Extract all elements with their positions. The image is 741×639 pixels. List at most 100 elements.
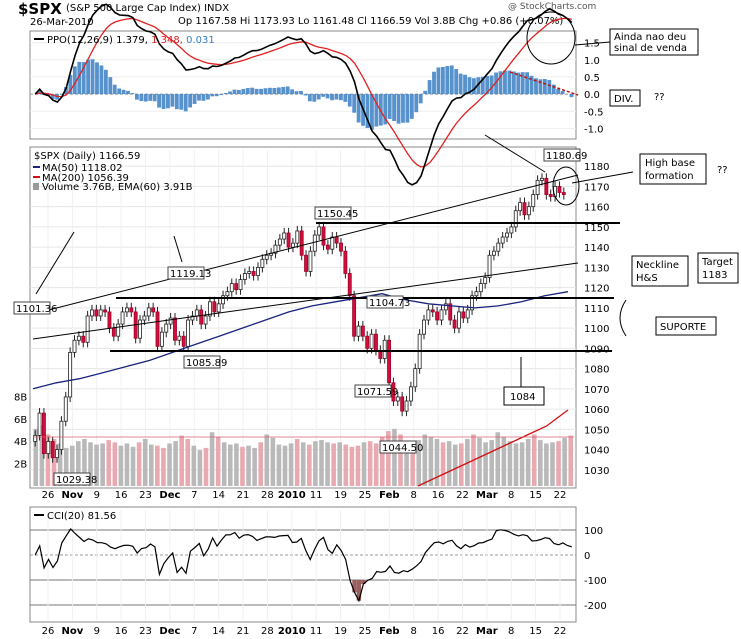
cci-tick-label: 0: [584, 551, 590, 562]
ppo-histogram-bar: [285, 86, 290, 95]
candle-body: [251, 271, 256, 276]
ppo-histogram-bar: [542, 79, 547, 95]
x-tick-label: 16: [115, 490, 128, 501]
candle-body: [295, 230, 300, 244]
price-tick-label: 1100: [584, 324, 609, 335]
x-tick-label: 25: [359, 490, 372, 501]
volume-bar: [538, 440, 543, 486]
candle-body: [138, 319, 142, 339]
ppo-histogram-bar: [299, 90, 303, 95]
ppo-histogram-bar: [547, 79, 552, 95]
candle-body: [242, 273, 247, 280]
volume-bar: [331, 443, 336, 486]
svg-text:PPO(12,26,9) 1.379, 1.348, 0.0: PPO(12,26,9) 1.379, 1.348, 0.031: [47, 35, 215, 46]
ppo-histogram-bar: [347, 94, 352, 107]
volume-bar: [282, 445, 288, 486]
note-neckline-1: Neckline: [636, 260, 679, 271]
volume-bar: [319, 440, 324, 486]
candle-body: [116, 323, 121, 337]
volume-tick-label: 2B: [14, 460, 27, 471]
ppo-histogram-bar: [387, 94, 392, 119]
ppo-histogram-bar: [81, 62, 86, 95]
ppo-histogram-bar: [134, 94, 139, 100]
x-tick-label: 11: [310, 626, 323, 637]
ppo-histogram-bar: [210, 94, 215, 97]
ppo-series: [34, 3, 574, 186]
ppo-histogram-bar: [37, 90, 42, 95]
ppo-histogram-bar: [449, 65, 454, 95]
candle-body: [37, 412, 42, 436]
ppo-histogram-bar: [485, 75, 490, 95]
candle-body: [382, 339, 387, 359]
ppo-histogram-bar: [241, 89, 246, 95]
ppo-histogram-bar: [418, 94, 423, 104]
ppo-histogram-bar: [250, 87, 255, 95]
label-1104: 1104.73: [369, 298, 410, 309]
candle-body: [212, 301, 217, 313]
hand-annotations: Ainda nao deu sinal de venda DIV. ?? Hig…: [503, 28, 739, 406]
candle-body: [125, 307, 129, 313]
volume-bar: [434, 438, 440, 486]
candle-body: [557, 186, 562, 193]
candle-body: [439, 309, 444, 321]
volume-bar: [185, 438, 191, 486]
ppo-histogram-bar: [560, 91, 565, 95]
candle-body: [308, 250, 313, 272]
x-tick-label: 15: [529, 490, 542, 501]
candle-body: [465, 309, 470, 319]
candle-body: [491, 250, 496, 256]
volume-bar: [69, 445, 75, 486]
volume-bar: [136, 442, 142, 486]
volume-bar: [142, 438, 148, 486]
label-1029: 1029.38: [56, 475, 97, 486]
ppo-histogram-bar: [170, 94, 175, 107]
ppo-histogram-bar: [427, 80, 432, 95]
candle-body: [111, 327, 116, 337]
ppo-histogram-bar: [401, 94, 405, 123]
candle-body: [478, 283, 483, 293]
volume-bar: [148, 444, 154, 486]
circle-high: [552, 166, 580, 206]
volume-bar: [416, 440, 422, 486]
price-tick-label: 1150: [584, 223, 609, 234]
x-tick-label: 23: [139, 626, 152, 637]
price-tick-label: 1180: [584, 162, 609, 173]
ppo-histogram-bar: [121, 89, 126, 95]
candle-body: [181, 335, 186, 347]
volume-bar: [428, 436, 434, 486]
quote-summary: Op 1167.58 Hi 1173.93 Lo 1161.48 Cl 1166…: [178, 16, 564, 27]
volume-bar: [446, 441, 452, 486]
ppo-histogram-bar: [463, 74, 467, 95]
candle-body: [151, 307, 156, 313]
candle-body: [41, 412, 46, 455]
chart-symbol: $SPX: [18, 0, 62, 18]
ma200-legend: MA(200) 1056.39: [42, 173, 129, 184]
candle-body: [208, 301, 212, 317]
volume-bar: [161, 447, 166, 486]
x-tick-label: Dec: [159, 490, 180, 501]
arrow-high-base-2: [571, 171, 634, 184]
volume-bar: [191, 445, 197, 486]
volume-bar: [349, 446, 355, 486]
candle-body: [413, 368, 418, 388]
price-tick-label: 1060: [584, 405, 609, 416]
x-tick-label: 22: [456, 626, 469, 637]
ppo-histogram-bar: [392, 94, 397, 122]
ppo-divergence-line: [509, 71, 579, 96]
price-callouts: 1180.69 1150.45 1119.13 1101.36 1104.73 …: [13, 148, 587, 486]
ppo-histogram-bar: [325, 94, 330, 99]
ppo-histogram-bar: [117, 88, 122, 95]
candle-body: [286, 232, 291, 248]
ppo-histogram-bar: [374, 94, 379, 127]
candle-body: [330, 236, 335, 250]
candle-body: [59, 420, 64, 450]
candle-body: [522, 202, 527, 216]
x-tick-label: 16: [115, 626, 128, 637]
candle-body: [282, 232, 287, 240]
ppo-histogram-bar: [228, 91, 232, 95]
candle-body: [55, 449, 59, 459]
arrow-1119: [173, 235, 183, 263]
volume-bar: [562, 437, 567, 486]
volume-bar: [33, 428, 39, 486]
ppo-histogram-bar: [197, 94, 201, 101]
